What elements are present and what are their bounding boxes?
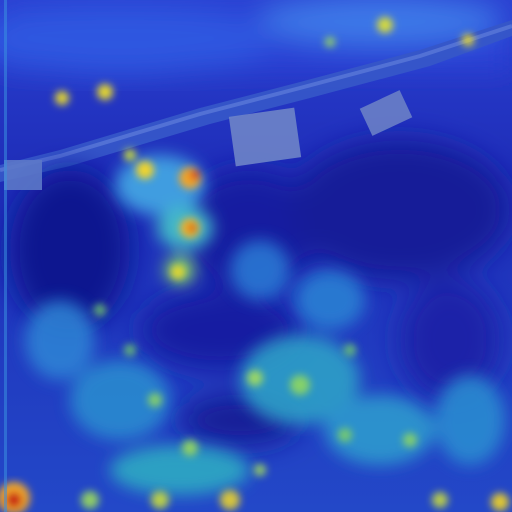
corner-hotspot: [0, 482, 509, 512]
buildings: [4, 90, 413, 190]
house: [228, 107, 302, 167]
shed: [359, 90, 413, 136]
hotspot-peaks: [124, 149, 201, 279]
road: [0, 20, 512, 182]
edge-artifact: [4, 0, 7, 512]
road-activations: [55, 17, 474, 105]
dark-vegetation: [10, 140, 510, 445]
upper-field-region: [0, 0, 512, 75]
left-structure: [4, 160, 42, 190]
lower-activations: [81, 304, 448, 510]
